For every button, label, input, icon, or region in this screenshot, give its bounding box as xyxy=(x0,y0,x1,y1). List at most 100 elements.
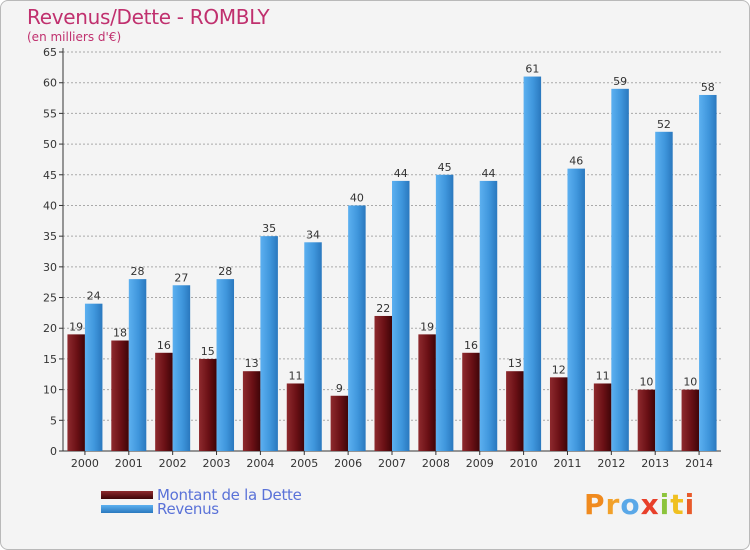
data-label-revenus: 61 xyxy=(525,63,539,76)
bar-revenus xyxy=(567,168,585,451)
data-label-dette: 13 xyxy=(245,357,259,370)
bar-revenus xyxy=(655,131,673,452)
data-label-revenus: 24 xyxy=(87,290,101,303)
data-label-dette: 19 xyxy=(69,320,83,333)
x-tick-label: 2009 xyxy=(466,457,494,470)
data-label-dette: 16 xyxy=(464,339,478,352)
x-tick-label: 2008 xyxy=(422,457,450,470)
bar-revenus xyxy=(348,205,366,451)
legend-swatch-revenus xyxy=(101,505,153,513)
y-tick-label: 0 xyxy=(50,445,57,458)
data-labels: 19 24 18 28 16 27 15 28 13 35 11 34 9 40 22 44 19 45 16 44 1… xyxy=(69,63,715,395)
bar-dette xyxy=(155,352,173,451)
axes: 0 5 10 15 20 25 30 35 40 45 50 55 60 65 2000 2001 2002 20… xyxy=(43,46,721,470)
data-label-dette: 22 xyxy=(376,302,390,315)
bar-dette xyxy=(199,358,217,451)
bar-dette xyxy=(637,389,656,451)
x-tick-label: 2012 xyxy=(597,457,625,470)
x-tick-label: 2013 xyxy=(641,457,669,470)
data-label-dette: 13 xyxy=(508,357,522,370)
data-label-dette: 10 xyxy=(639,376,653,389)
data-label-dette: 19 xyxy=(420,320,434,333)
bar-revenus xyxy=(611,88,629,451)
data-label-dette: 10 xyxy=(683,376,697,389)
bar-dette xyxy=(549,377,568,451)
y-tick-label: 30 xyxy=(43,261,57,274)
x-tick-label: 2003 xyxy=(203,457,231,470)
x-tick-label: 2011 xyxy=(553,457,581,470)
data-label-dette: 18 xyxy=(113,327,127,340)
logo-letter: i xyxy=(659,488,671,521)
chart-subtitle: (en milliers d'€) xyxy=(27,30,122,44)
legend-item-dette: Montant de la Dette xyxy=(101,486,302,504)
bar-dette xyxy=(286,383,305,451)
y-tick-label: 10 xyxy=(43,384,57,397)
data-label-revenus: 28 xyxy=(131,265,145,278)
y-tick-label: 20 xyxy=(43,322,57,335)
bar-revenus xyxy=(172,285,191,451)
bar-dette xyxy=(67,334,85,451)
y-tick-label: 50 xyxy=(43,138,57,151)
data-label-revenus: 46 xyxy=(569,155,583,168)
y-tick-label: 15 xyxy=(43,353,57,366)
y-tick-label: 55 xyxy=(43,107,57,120)
data-label-dette: 11 xyxy=(289,369,303,382)
bar-revenus xyxy=(699,94,717,451)
x-tick-label: 2005 xyxy=(290,457,318,470)
y-tick-label: 5 xyxy=(50,414,57,427)
logo-letter: x xyxy=(640,488,660,521)
x-tick-label: 2004 xyxy=(246,457,274,470)
data-label-revenus: 34 xyxy=(306,228,320,241)
logo-letter: i xyxy=(684,488,696,521)
x-tick-label: 2010 xyxy=(510,457,538,470)
data-label-dette: 16 xyxy=(157,339,171,352)
logo-letter: t xyxy=(670,488,685,521)
bar-dette xyxy=(111,340,129,451)
x-tick-label: 2001 xyxy=(115,457,143,470)
data-label-revenus: 40 xyxy=(350,191,364,204)
bar-revenus xyxy=(84,303,103,451)
data-label-revenus: 44 xyxy=(481,167,495,180)
bar-dette xyxy=(374,315,392,451)
proxiti-logo: Proxiti xyxy=(584,488,695,521)
data-label-revenus: 35 xyxy=(262,222,276,235)
bar-revenus xyxy=(304,242,322,451)
legend-label-revenus: Revenus xyxy=(157,500,219,518)
x-tick-label: 2006 xyxy=(334,457,362,470)
logo-letter: o xyxy=(620,488,641,521)
bar-revenus xyxy=(260,236,278,451)
data-label-revenus: 58 xyxy=(701,81,715,94)
bar-dette xyxy=(330,395,349,451)
bar-revenus xyxy=(128,279,147,451)
bar-dette xyxy=(242,371,261,451)
chart-title: Revenus/Dette - ROMBLY xyxy=(27,5,270,29)
y-tick-label: 25 xyxy=(43,292,57,305)
data-label-dette: 12 xyxy=(552,363,566,376)
bar-dette xyxy=(462,352,480,451)
bar-revenus xyxy=(216,279,235,451)
bar-revenus xyxy=(523,76,542,452)
bar-dette xyxy=(681,389,700,451)
bar-revenus xyxy=(479,180,498,451)
data-label-revenus: 44 xyxy=(394,167,408,180)
x-tick-label: 2002 xyxy=(159,457,187,470)
bar-dette xyxy=(506,371,524,451)
bar-revenus xyxy=(435,174,454,451)
legend-label-dette: Montant de la Dette xyxy=(157,486,302,504)
x-tick-label: 2000 xyxy=(71,457,99,470)
legend-swatch-dette xyxy=(101,491,153,499)
y-tick-label: 40 xyxy=(43,199,57,212)
bar-dette xyxy=(418,334,436,451)
data-label-revenus: 28 xyxy=(218,265,232,278)
bar-dette xyxy=(593,383,612,451)
x-tick-label: 2014 xyxy=(685,457,713,470)
y-tick-label: 60 xyxy=(43,77,57,90)
logo-letter: P xyxy=(584,488,606,521)
x-tick-label: 2007 xyxy=(378,457,406,470)
data-label-revenus: 27 xyxy=(174,271,188,284)
data-label-dette: 9 xyxy=(336,382,343,395)
logo-letter: r xyxy=(605,488,621,521)
y-tick-label: 35 xyxy=(43,230,57,243)
